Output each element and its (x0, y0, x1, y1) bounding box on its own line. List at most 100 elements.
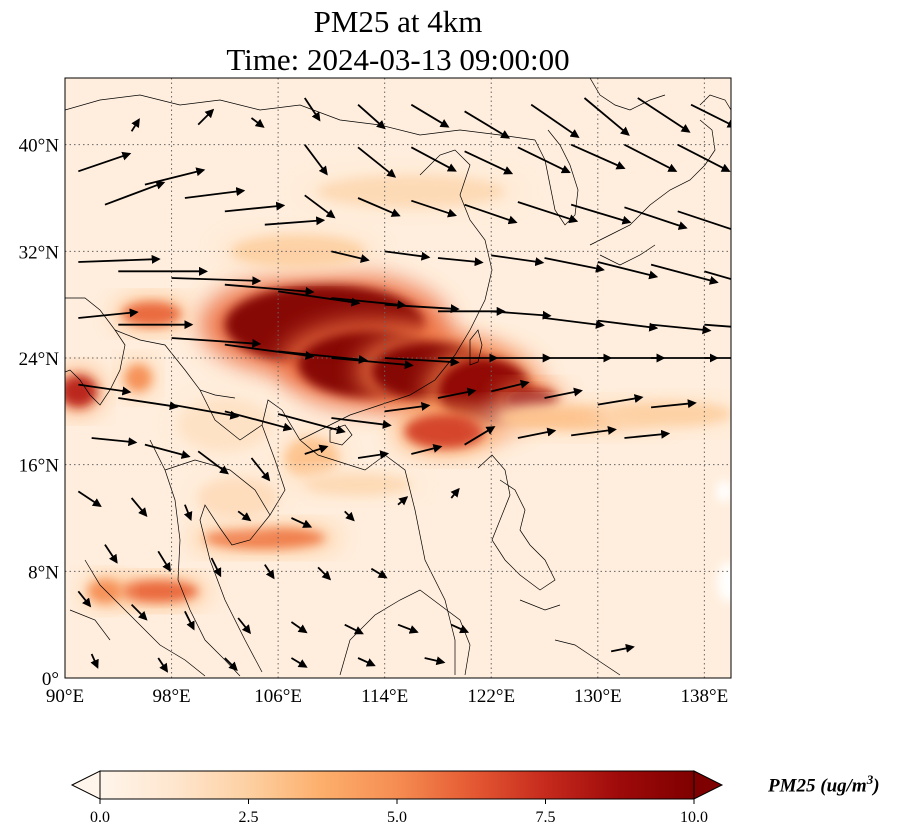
wind-arrow (130, 604, 148, 621)
wind-arrow (424, 656, 446, 666)
pm25-plume-core (304, 474, 412, 496)
longitude-tick-label: 90°E (46, 686, 84, 707)
russia-coast (589, 78, 666, 111)
wind-vector-field (77, 97, 731, 673)
longitude-tick-label: 138°E (681, 686, 729, 707)
wind-arrow (357, 103, 386, 130)
hokkaido-outline (699, 94, 731, 111)
taiwan-outline (469, 329, 483, 366)
wind-arrow (384, 401, 431, 413)
pm25-plume-core (611, 402, 731, 426)
wind-arrow (144, 167, 206, 186)
pm25-plume-core (318, 175, 505, 208)
wind-arrow (544, 257, 605, 273)
wind-arrow (570, 203, 632, 225)
philippines-outline (477, 454, 556, 591)
colorbar-gradient (99, 770, 695, 800)
latitude-tick-label: 8°N (28, 562, 59, 583)
wind-arrow (411, 444, 443, 455)
pm25-plume (214, 229, 382, 273)
colorbar-tick-label: 10.0 (680, 809, 708, 826)
wind-arrow (491, 254, 545, 267)
colorbar-tick-label: 0.0 (90, 809, 110, 826)
wind-arrow (704, 270, 731, 280)
wind-arrow (597, 394, 644, 406)
wind-arrow (344, 510, 355, 522)
pm25-plume (65, 369, 102, 413)
pm25-plume (121, 360, 155, 396)
wind-arrow (677, 143, 731, 172)
wind-arrow (264, 564, 275, 580)
wind-arrow (437, 257, 484, 267)
wind-arrow (78, 151, 132, 173)
wind-arrow (144, 443, 191, 459)
wind-arrow (370, 567, 388, 579)
pm25-plume (166, 388, 284, 461)
wind-arrow (397, 623, 419, 634)
wind-arrow (277, 413, 346, 435)
sumatra-coast (84, 559, 206, 677)
wind-arrow (224, 410, 293, 432)
wind-arrow (411, 199, 457, 218)
pm25-plume-core (198, 478, 279, 518)
clean-air-spot (716, 480, 731, 502)
map-subtitle-time: Time: 2024-03-13 09:00:00 (226, 42, 570, 77)
wind-arrow (544, 317, 605, 329)
sumatra-north (69, 609, 111, 641)
wind-arrow (704, 323, 731, 328)
china-east-coastline (299, 149, 493, 441)
wind-arrow (464, 426, 496, 446)
pm25-plume (189, 523, 340, 553)
wind-arrow (290, 657, 308, 668)
pm25-plume-core (204, 527, 325, 549)
wind-arrow (130, 497, 148, 517)
longitude-tick-label: 122°E (467, 686, 515, 707)
wind-arrow (357, 146, 397, 178)
wind-arrow (90, 653, 99, 669)
unit-label-close: ) (873, 775, 880, 797)
longitude-tick-label: 114°E (361, 686, 408, 707)
colorbar-tick-labels: 0.0 2.5 5.0 7.5 10.0 (90, 799, 708, 826)
pm25-plume (188, 471, 289, 525)
wind-arrow (171, 403, 240, 420)
mongolia-border (65, 94, 536, 141)
pm25-plume-core (87, 579, 123, 604)
colorbar-max-extension (693, 770, 724, 800)
wind-arrow (171, 337, 262, 348)
wind-arrow (597, 319, 659, 332)
unit-label-superscript: 3 (866, 772, 874, 787)
wind-arrow (197, 450, 229, 475)
wind-arrow (464, 203, 518, 225)
malay-peninsula (149, 439, 241, 677)
wind-arrow (357, 450, 390, 460)
wind-arrow (91, 437, 138, 447)
wind-arrow (197, 108, 215, 126)
wind-arrow (277, 290, 361, 307)
wind-arrow (237, 617, 252, 635)
wind-arrow (450, 487, 460, 499)
colorbar-unit-label: PM25 (ug/m3) (768, 772, 880, 797)
wind-arrow (491, 379, 530, 393)
wind-arrow (464, 110, 511, 139)
wind-arrow (250, 457, 271, 482)
wind-arrow (104, 180, 166, 206)
wind-arrow (290, 621, 308, 634)
wind-arrow (291, 517, 313, 528)
colorbar-tick-label: 7.5 (536, 809, 556, 826)
colorbar-tick-label: 5.0 (387, 809, 407, 826)
coastlines-and-borders (65, 78, 731, 677)
pm25-plume-core (65, 375, 97, 408)
wind-arrow (78, 383, 132, 396)
wind-arrow (610, 643, 635, 653)
wind-arrow (650, 263, 719, 285)
wind-arrow (624, 143, 678, 172)
wind-arrow (637, 97, 691, 133)
wind-arrow (184, 610, 195, 631)
wind-arrow (278, 350, 368, 364)
wind-arrow (210, 557, 222, 578)
wind-arrow (624, 206, 688, 230)
wind-arrow (331, 357, 414, 370)
wind-arrow (344, 623, 364, 635)
pm25-plume-core (231, 235, 365, 268)
